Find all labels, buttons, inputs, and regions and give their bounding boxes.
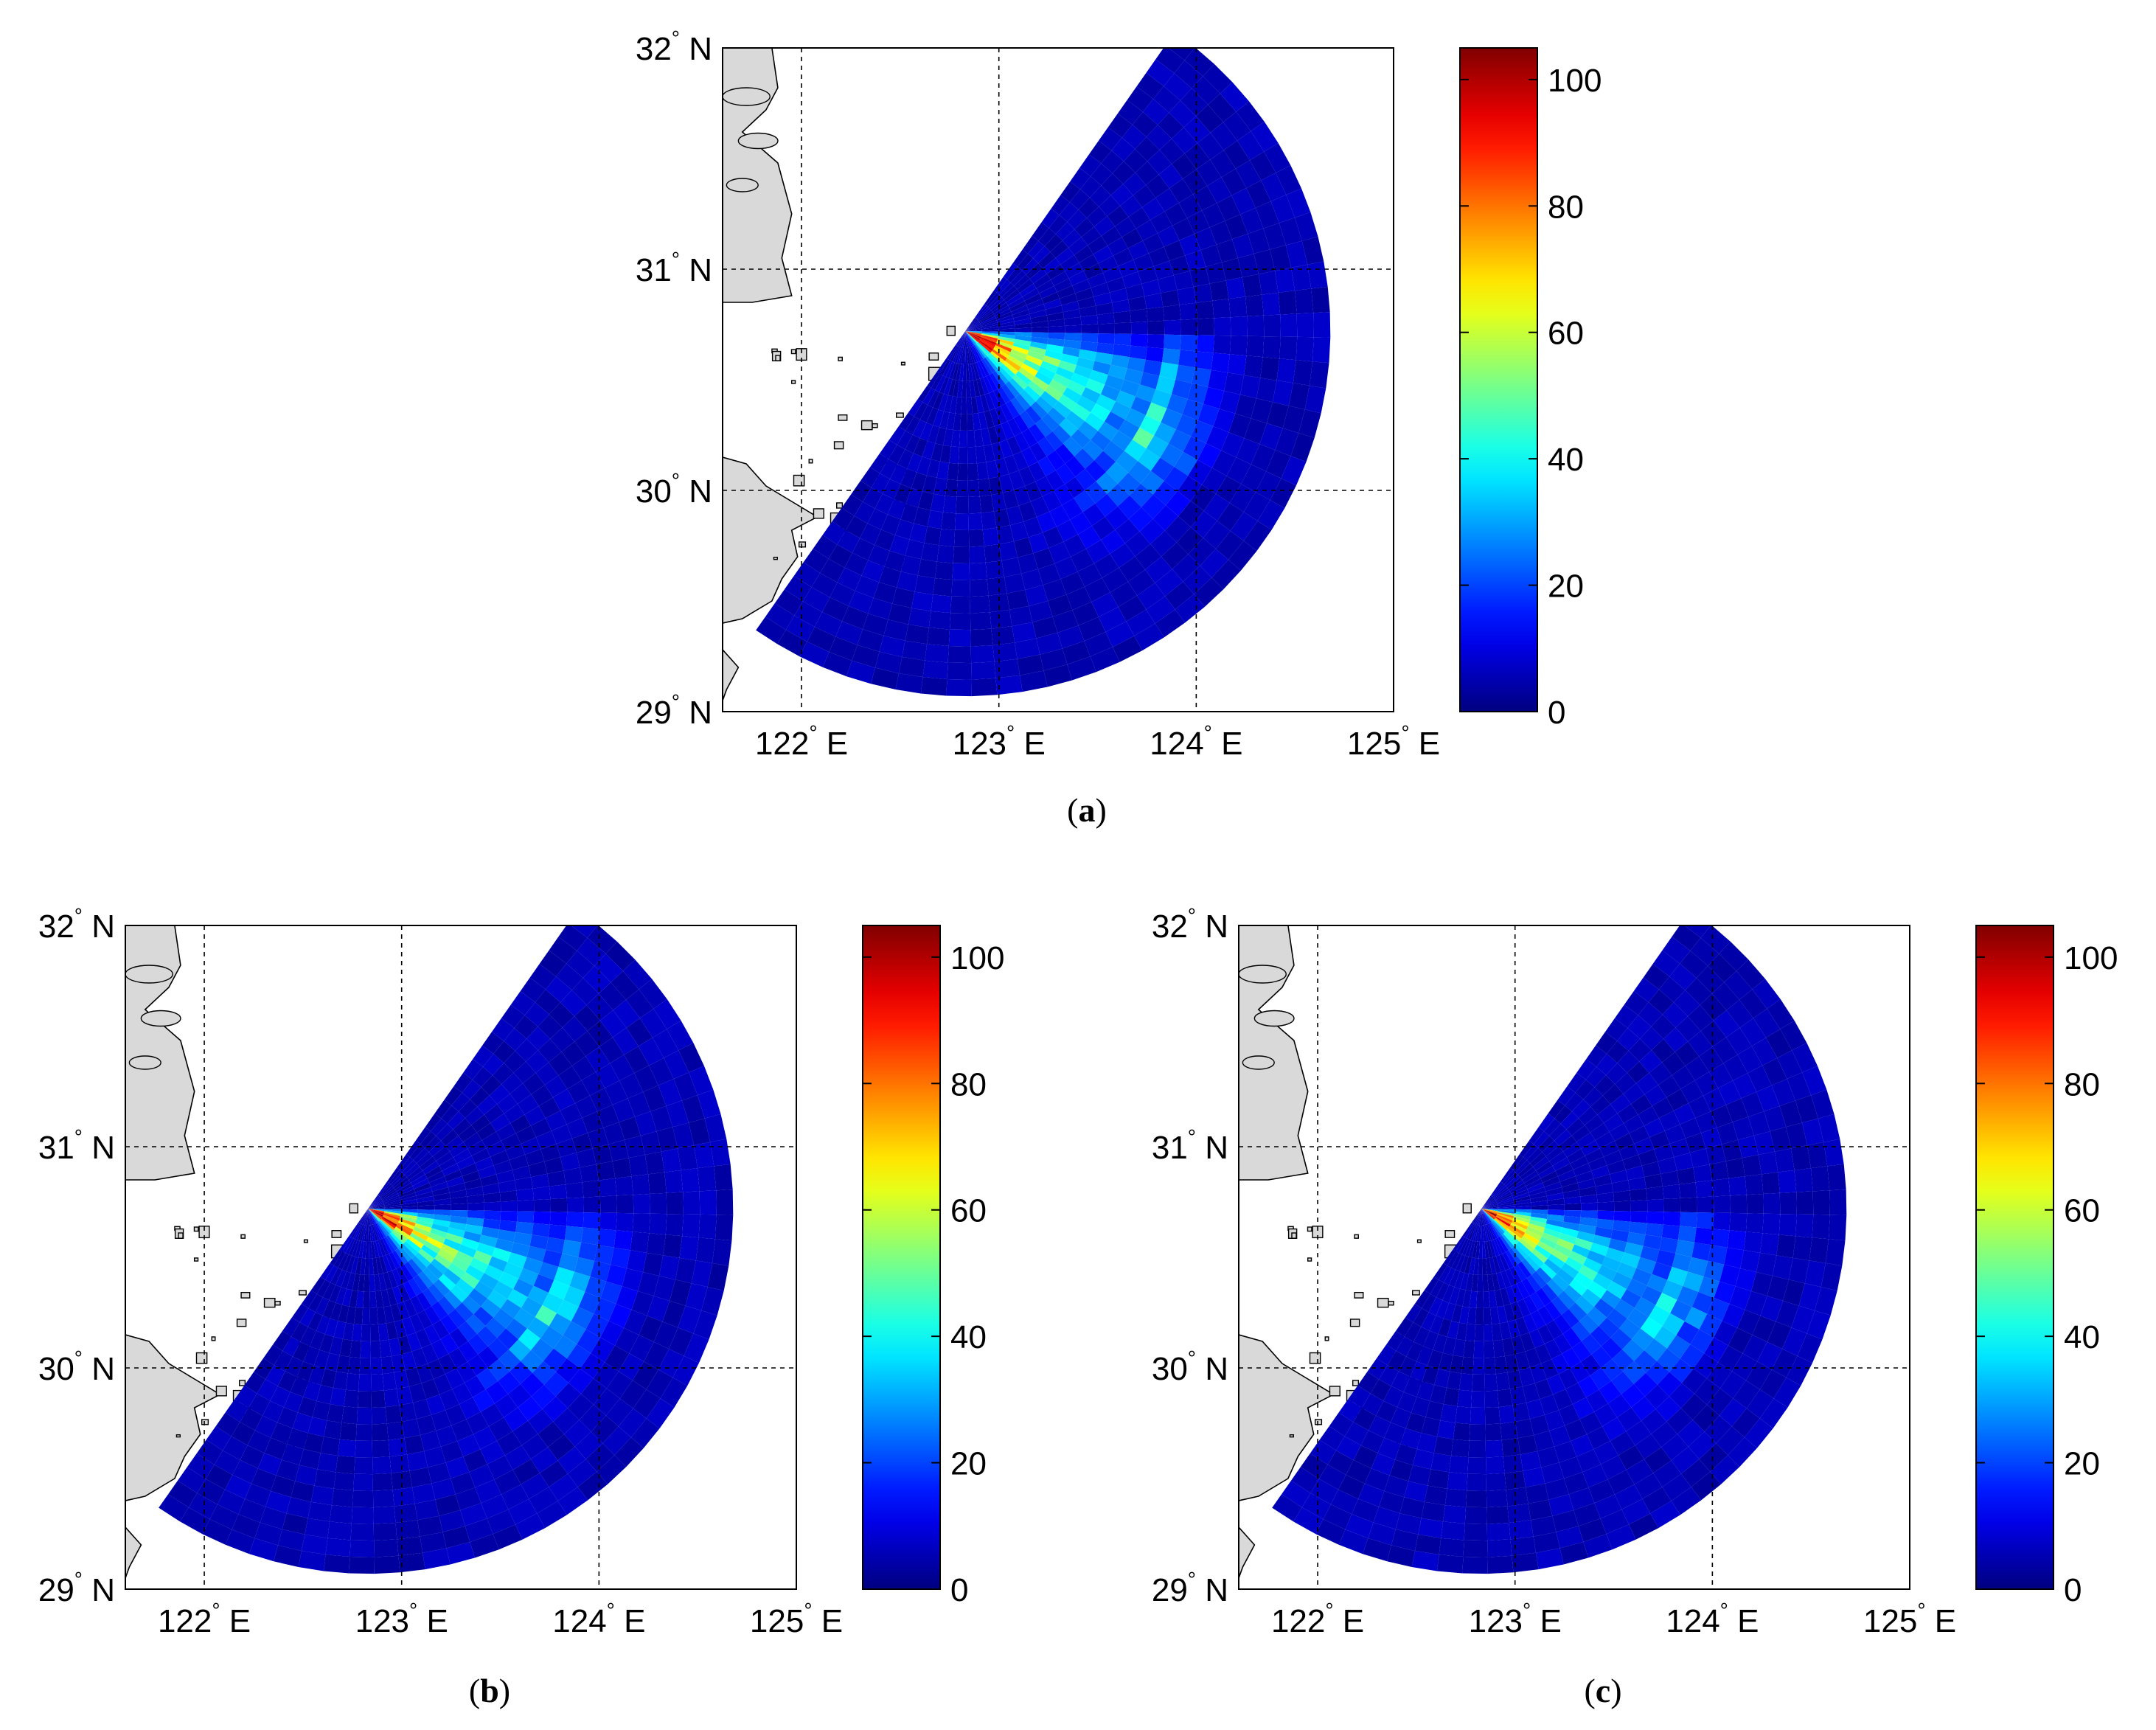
colorbar-tick-label: 0 (950, 1572, 968, 1608)
plot-area (723, 48, 1394, 712)
lon-tick-label: 123° E (1469, 1599, 1562, 1639)
colorbar-scale (862, 925, 941, 1590)
lon-tick-label: 122° E (755, 721, 848, 762)
colorbar-tick-label: 40 (950, 1319, 987, 1355)
colorbar-tick-label: 80 (1548, 189, 1584, 225)
colorbar-tick-label: 100 (2064, 940, 2118, 976)
lon-tick-label: 122° E (158, 1599, 251, 1639)
lon-tick-label: 125° E (1347, 721, 1440, 762)
lat-tick-label: 31° N (636, 248, 712, 288)
map-panel-c: 122° E 123° E 124° E 125° E 29° N 30° N 31° N 3… (1121, 904, 2118, 1656)
map-c: 122° E 123° E 124° E 125° E 29° N 30° N 31° N 3… (1152, 904, 2118, 1639)
colorbar-tick-label: 20 (1548, 569, 1584, 605)
colorbar-tick-label: 60 (2064, 1193, 2100, 1229)
colorbar-tick-label: 40 (1548, 442, 1584, 478)
caption-c: (c) (1584, 1672, 1622, 1709)
colorbar-tick-label: 80 (950, 1066, 987, 1102)
lat-tick-label: 30° N (38, 1347, 115, 1387)
land-mass (1239, 925, 1472, 1579)
graticule (723, 48, 1394, 712)
lon-tick-label: 124° E (1666, 1599, 1759, 1639)
map-frame (125, 925, 797, 1590)
map-a: 122° E 123° E 124° E 125° E 29° N 30° N 31° N 3… (636, 27, 1602, 762)
map-panel-b: 122° E 123° E 124° E 125° E 29° N 30° N 31° N 3… (7, 904, 1005, 1656)
lat-tick-label: 31° N (1152, 1125, 1228, 1166)
lat-tick-label: 29° N (636, 690, 712, 731)
lon-tick-label: 123° E (355, 1599, 448, 1639)
radar-sector (159, 925, 734, 1574)
colorbar-tick-label: 60 (950, 1193, 987, 1229)
colorbar-scale (1975, 925, 2054, 1590)
colorbar: 0 20 40 60 80 100 (1975, 925, 2118, 1608)
lat-tick-label: 29° N (38, 1568, 115, 1608)
lon-tick-label: 125° E (750, 1599, 843, 1639)
lat-tick-label: 32° N (636, 27, 712, 67)
map-b: 122° E 123° E 124° E 125° E 29° N 30° N 31° N 3… (38, 904, 1005, 1639)
colorbar-tick-label: 20 (950, 1446, 987, 1482)
lon-tick-label: 123° E (953, 721, 1046, 762)
lat-tick-label: 30° N (1152, 1347, 1228, 1387)
graticule (1239, 925, 1910, 1589)
map-panel-a: 122° E 123° E 124° E 125° E 29° N 30° N 31° N 3… (605, 27, 1602, 778)
colorbar: 0 20 40 60 80 100 (862, 925, 1004, 1608)
lon-tick-label: 125° E (1863, 1599, 1956, 1639)
lon-tick-label: 122° E (1271, 1599, 1364, 1639)
plot-area (125, 925, 796, 1589)
map-frame (722, 47, 1394, 712)
colorbar-tick-label: 40 (2064, 1319, 2100, 1355)
lat-tick-label: 31° N (38, 1125, 115, 1166)
colorbar-tick-label: 100 (1548, 63, 1602, 99)
colorbar-tick-label: 20 (2064, 1446, 2100, 1482)
lat-tick-label: 29° N (1152, 1568, 1228, 1608)
colorbar-scale (1459, 47, 1538, 712)
lon-tick-label: 124° E (1150, 721, 1242, 762)
colorbar-tick-label: 100 (950, 940, 1004, 976)
lat-tick-label: 32° N (1152, 904, 1228, 945)
lat-tick-label: 30° N (636, 469, 712, 510)
caption-a: (a) (1067, 791, 1107, 829)
caption-b: (b) (468, 1672, 511, 1709)
radar-sector (756, 48, 1331, 697)
lat-tick-label: 32° N (38, 904, 115, 945)
colorbar-tick-label: 60 (1548, 316, 1584, 352)
colorbar: 0 20 40 60 80 100 (1459, 47, 1602, 731)
lon-tick-label: 124° E (552, 1599, 645, 1639)
map-frame (1238, 925, 1910, 1590)
graticule (125, 925, 796, 1589)
colorbar-tick-label: 0 (2064, 1572, 2082, 1608)
radar-sector (1272, 925, 1847, 1574)
colorbar-tick-label: 0 (1548, 695, 1565, 731)
land-mass (723, 48, 956, 701)
plot-area (1239, 925, 1910, 1589)
colorbar-tick-label: 80 (2064, 1066, 2100, 1102)
